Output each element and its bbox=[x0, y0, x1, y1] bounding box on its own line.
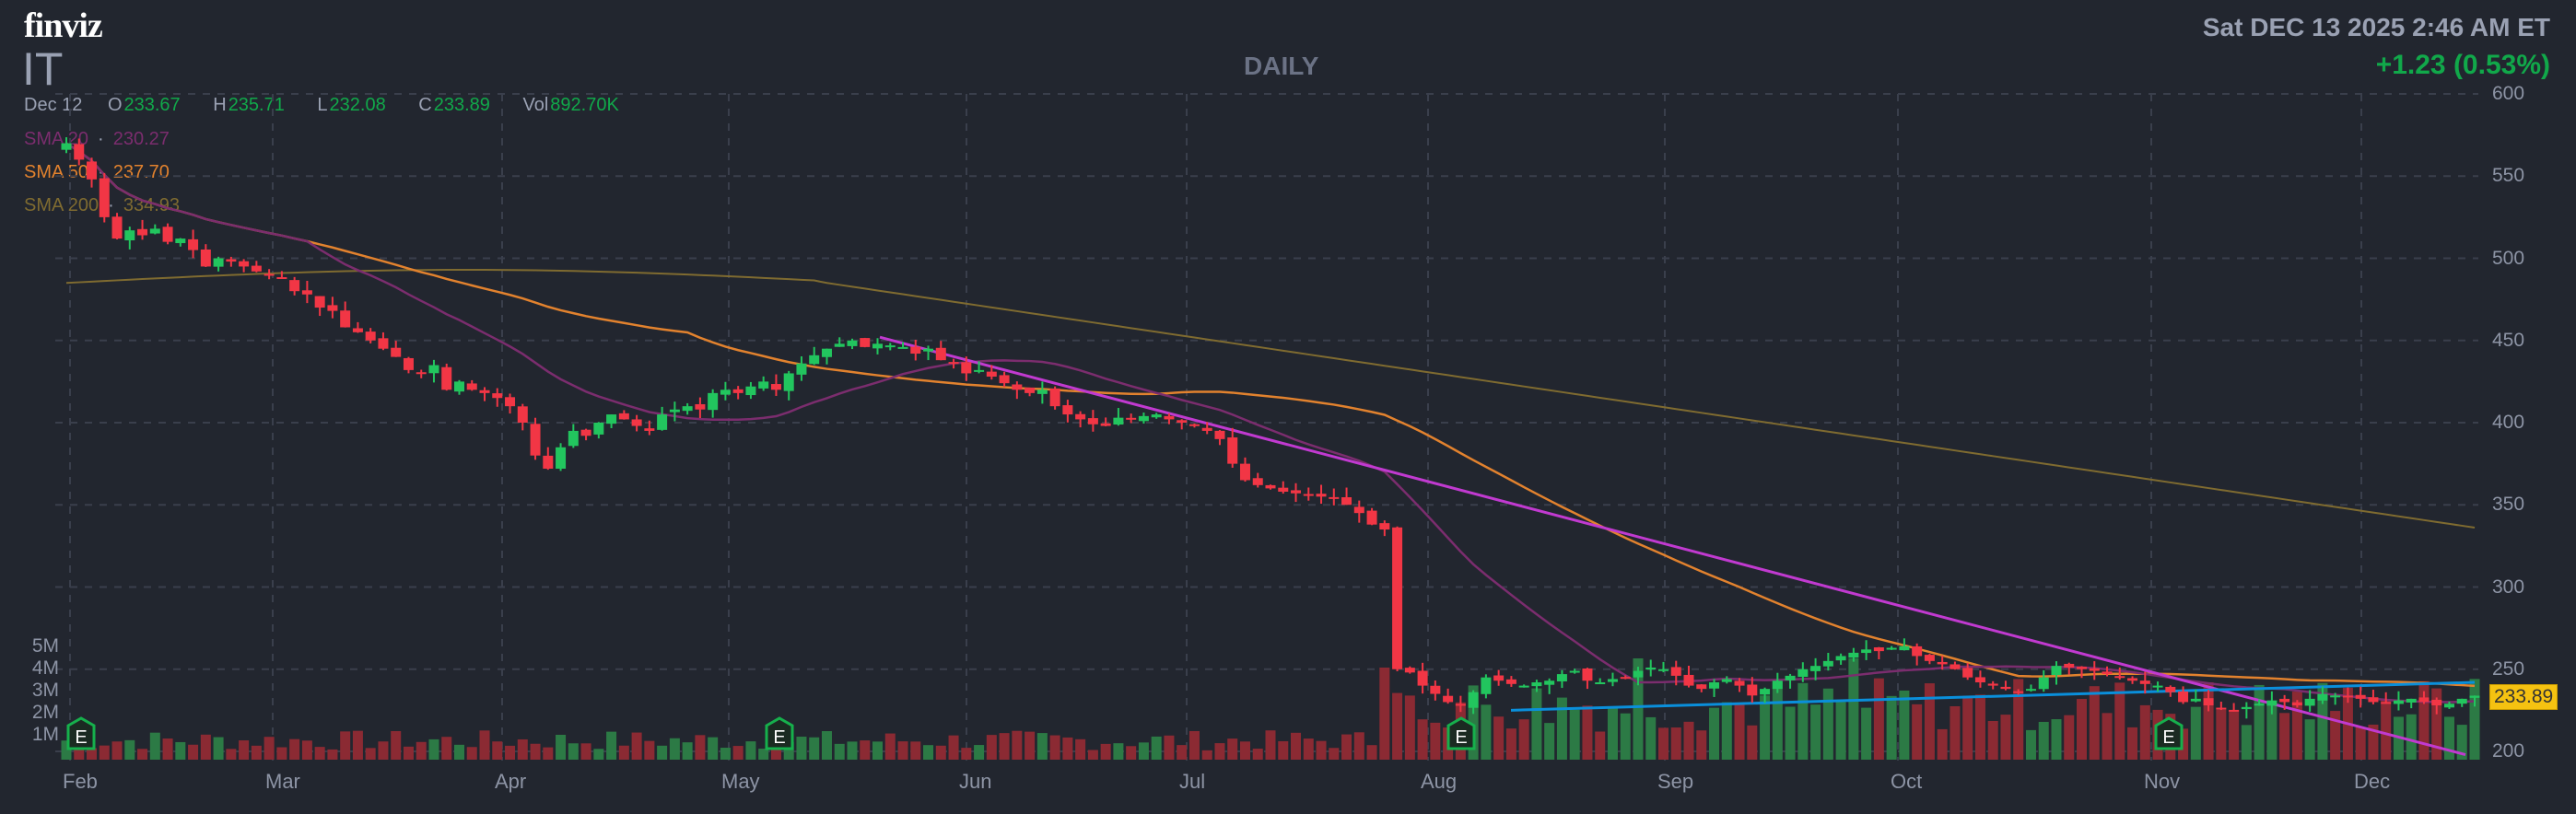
sma50-label: SMA 50 bbox=[24, 162, 89, 182]
time-tick: Dec bbox=[2354, 770, 2391, 793]
close-label: C bbox=[418, 95, 432, 115]
price-tick: 450 bbox=[2492, 329, 2525, 351]
volume-tick: 2M bbox=[31, 702, 59, 723]
open-label: O bbox=[107, 95, 123, 115]
sma200-label: SMA 200 bbox=[24, 195, 100, 215]
volume-tick: 1M bbox=[31, 724, 59, 745]
time-tick: Oct bbox=[1891, 770, 1923, 793]
price-tick: 500 bbox=[2492, 247, 2525, 269]
last-price-badge: 233.89 bbox=[2489, 684, 2558, 710]
close-value: 233.89 bbox=[433, 95, 490, 115]
price-tick: 550 bbox=[2492, 165, 2525, 187]
price-tick: 400 bbox=[2492, 412, 2525, 433]
time-tick: Aug bbox=[1421, 770, 1458, 793]
svg-text:E: E bbox=[2162, 727, 2174, 748]
datetime-label: Sat DEC 13 2025 2:46 AM ET bbox=[2202, 13, 2550, 41]
open-value: 233.67 bbox=[123, 95, 181, 115]
price-change: +1.23 (0.53%) bbox=[2375, 50, 2550, 80]
sma20-label: SMA 20 bbox=[24, 129, 89, 149]
high-label: H bbox=[213, 95, 227, 115]
price-tick: 300 bbox=[2492, 576, 2525, 598]
timeframe-label: DAILY bbox=[1244, 52, 1319, 80]
ohlc-legend: Dec 12 O 233.67 H 235.71 L 232.08 C 233.89 V… bbox=[24, 95, 647, 116]
low-label: L bbox=[317, 95, 328, 115]
price-tick: 350 bbox=[2492, 494, 2525, 516]
finviz-logo[interactable]: finviz bbox=[24, 6, 103, 46]
earnings-icon[interactable]: E bbox=[1446, 716, 1477, 751]
svg-text:E: E bbox=[773, 727, 785, 748]
sma20-legend[interactable]: SMA 20 · 230.27 bbox=[24, 129, 170, 149]
price-tick: 200 bbox=[2492, 740, 2525, 762]
time-tick: Jun bbox=[959, 770, 992, 793]
low-value: 232.08 bbox=[329, 95, 386, 115]
svg-text:E: E bbox=[1455, 727, 1467, 748]
volume-tick: 3M bbox=[31, 680, 59, 701]
sma200-value: 334.93 bbox=[123, 195, 181, 215]
time-tick: May bbox=[721, 770, 760, 793]
earnings-icon[interactable]: E bbox=[2153, 716, 2184, 751]
ticker-symbol: IT bbox=[22, 43, 64, 95]
logo-text: finviz bbox=[24, 6, 103, 45]
earnings-icon[interactable]: E bbox=[764, 716, 795, 751]
volume-label: Vol bbox=[522, 95, 549, 115]
volume-tick: 5M bbox=[31, 635, 59, 657]
time-tick: Mar bbox=[265, 770, 300, 793]
ohlc-date: Dec 12 bbox=[24, 95, 83, 115]
earnings-icon[interactable]: E bbox=[65, 716, 97, 751]
high-value: 235.71 bbox=[228, 95, 285, 115]
time-tick: Apr bbox=[495, 770, 527, 793]
price-tick: 250 bbox=[2492, 657, 2525, 680]
svg-text:E: E bbox=[75, 727, 87, 748]
sma50-value: 237.70 bbox=[112, 162, 170, 182]
sma200-legend[interactable]: SMA 200 · 334.93 bbox=[24, 195, 181, 215]
price-tick: 600 bbox=[2492, 83, 2525, 104]
sma20-value: 230.27 bbox=[112, 129, 170, 149]
time-tick: Nov bbox=[2144, 770, 2181, 793]
time-tick: Jul bbox=[1179, 770, 1206, 793]
time-tick: Feb bbox=[63, 770, 98, 793]
time-tick: Sep bbox=[1657, 770, 1694, 793]
volume-value: 892.70K bbox=[550, 95, 619, 115]
volume-tick: 4M bbox=[31, 657, 59, 679]
